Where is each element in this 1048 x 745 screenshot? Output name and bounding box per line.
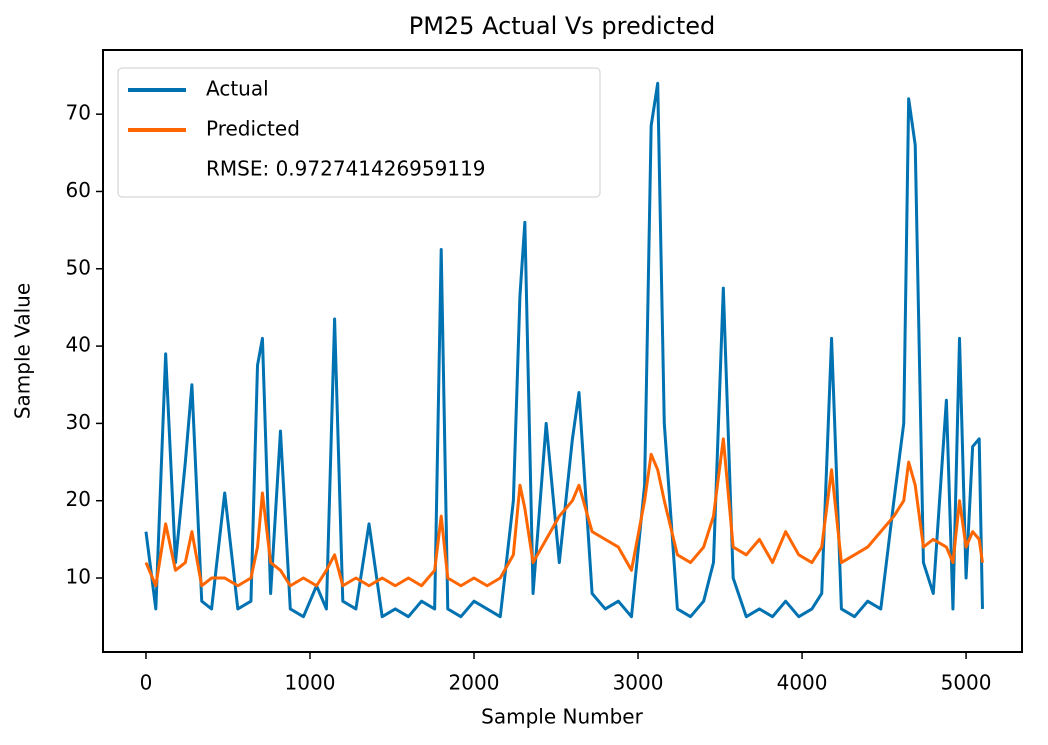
y-tick-label: 60 (66, 178, 91, 202)
chart-title: PM25 Actual Vs predicted (409, 12, 716, 40)
x-tick-label: 1000 (285, 671, 336, 695)
legend-label: Actual (206, 77, 269, 101)
y-tick-label: 70 (66, 101, 91, 125)
legend-label: RMSE: 0.972741426959119 (206, 157, 486, 181)
x-tick-label: 4000 (777, 671, 828, 695)
y-axis-label: Sample Value (11, 283, 35, 419)
y-tick-label: 10 (66, 565, 91, 589)
x-tick-label: 3000 (613, 671, 664, 695)
y-tick-label: 20 (66, 487, 91, 511)
plot-frame (102, 49, 1023, 653)
x-axis-label: Sample Number (481, 705, 643, 729)
legend-box (117, 67, 601, 198)
y-tick-label: 30 (66, 410, 91, 434)
y-tick-label: 50 (66, 255, 91, 279)
x-tick-label: 2000 (449, 671, 500, 695)
data-line (144, 437, 984, 588)
legend-label: Predicted (206, 117, 300, 141)
x-tick-label: 5000 (941, 671, 992, 695)
x-tick-label: 0 (140, 671, 153, 695)
y-tick-label: 40 (66, 333, 91, 357)
data-line (144, 81, 984, 619)
